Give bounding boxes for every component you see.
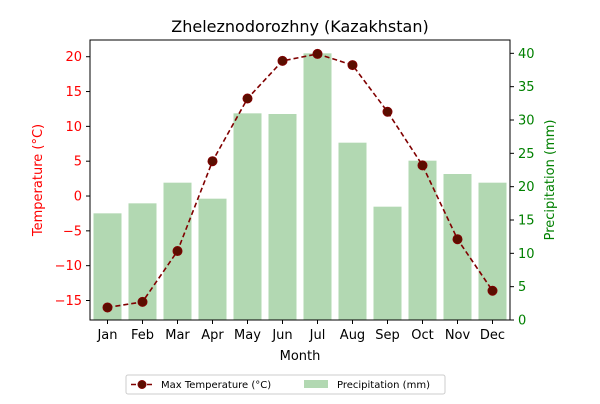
legend-box: [125, 374, 446, 395]
temperature-point-may: [242, 93, 253, 104]
x-tick-label-dec: Dec: [480, 328, 505, 343]
x-tick-label-mar: Mar: [165, 328, 190, 343]
precipitation-bar-nov: [443, 174, 472, 320]
precipitation-bar-jul: [303, 53, 332, 320]
precipitation-bar-may: [233, 113, 262, 320]
axes: Jan Feb Mar Apr May Jun Jul Aug Sep Oct Nov Dec −15 −…: [55, 39, 535, 343]
precipitation-bar-jan: [93, 213, 122, 320]
x-tick-label-apr: Apr: [201, 328, 224, 343]
precipitation-bar-dec: [478, 182, 507, 320]
x-tick-label-oct: Oct: [411, 328, 433, 343]
y-left-axis-label: Temperature (°C): [31, 124, 46, 237]
x-tick-label-jun: Jun: [271, 328, 292, 343]
y-left-tick-label: 10: [65, 120, 82, 135]
y-right-tick-label: 5: [518, 280, 526, 295]
temperature-point-mar: [172, 246, 183, 257]
precipitation-bar-aug: [338, 142, 367, 320]
y-right-axis-label: Precipitation (mm): [543, 120, 558, 241]
legend-temperature-label: Max Temperature (°C): [161, 380, 271, 391]
y-left-tick-label: −15: [55, 294, 82, 309]
temperature-point-sep: [382, 106, 393, 117]
x-tick-label-feb: Feb: [131, 328, 154, 343]
legend-temperature-swatch-marker: [137, 380, 147, 389]
precipitation-bar-jun: [268, 114, 297, 320]
temperature-point-aug: [347, 60, 358, 71]
temperature-point-oct: [417, 160, 428, 171]
plot-frame: [89, 39, 511, 321]
y-right-tick-label: 15: [518, 214, 535, 229]
temperature-line: [102, 48, 498, 313]
y-right-tick-label: 35: [518, 80, 535, 95]
x-tick-label-jan: Jan: [96, 328, 117, 343]
y-right-tick-label: 20: [518, 180, 535, 195]
legend-precipitation-label: Precipitation (mm): [337, 380, 430, 391]
temperature-point-dec: [487, 285, 498, 296]
temperature-point-nov: [452, 234, 463, 245]
precipitation-bar-oct: [408, 160, 437, 320]
chart-title: Zheleznodorozhny (Kazakhstan): [171, 17, 428, 36]
y-left-tick-label: 15: [65, 85, 82, 100]
y-right-tick-label: 0: [518, 314, 526, 329]
legend-precipitation-swatch: [304, 380, 328, 388]
y-left-tick-label: 20: [65, 50, 82, 65]
precipitation-bar-apr: [198, 198, 227, 320]
x-tick-label-sep: Sep: [375, 328, 400, 343]
y-right-tick-label: 40: [518, 47, 535, 62]
temperature-point-feb: [137, 296, 148, 307]
x-tick-label-aug: Aug: [340, 328, 365, 343]
x-axis-label: Month: [280, 349, 321, 364]
y-left-tick-label: −5: [63, 224, 82, 239]
y-right-tick-label: 25: [518, 147, 535, 162]
y-left-tick-label: 0: [74, 190, 82, 205]
y-left-tick-label: 5: [74, 155, 82, 170]
x-tick-label-may: May: [234, 328, 261, 343]
temperature-point-jan: [102, 302, 113, 313]
y-right-tick-label: 10: [518, 247, 535, 262]
legend: Max Temperature (°C) Precipitation (mm): [125, 374, 446, 395]
temperature-point-jun: [277, 55, 288, 66]
precipitation-bar-sep: [373, 206, 402, 320]
temperature-point-jul: [312, 48, 323, 59]
y-left-tick-label: −10: [55, 259, 82, 274]
y-right-tick-label: 30: [518, 114, 535, 129]
temperature-point-apr: [207, 156, 218, 167]
precipitation-bars: [93, 53, 507, 320]
x-tick-label-nov: Nov: [445, 328, 471, 343]
x-tick-label-jul: Jul: [309, 328, 326, 343]
